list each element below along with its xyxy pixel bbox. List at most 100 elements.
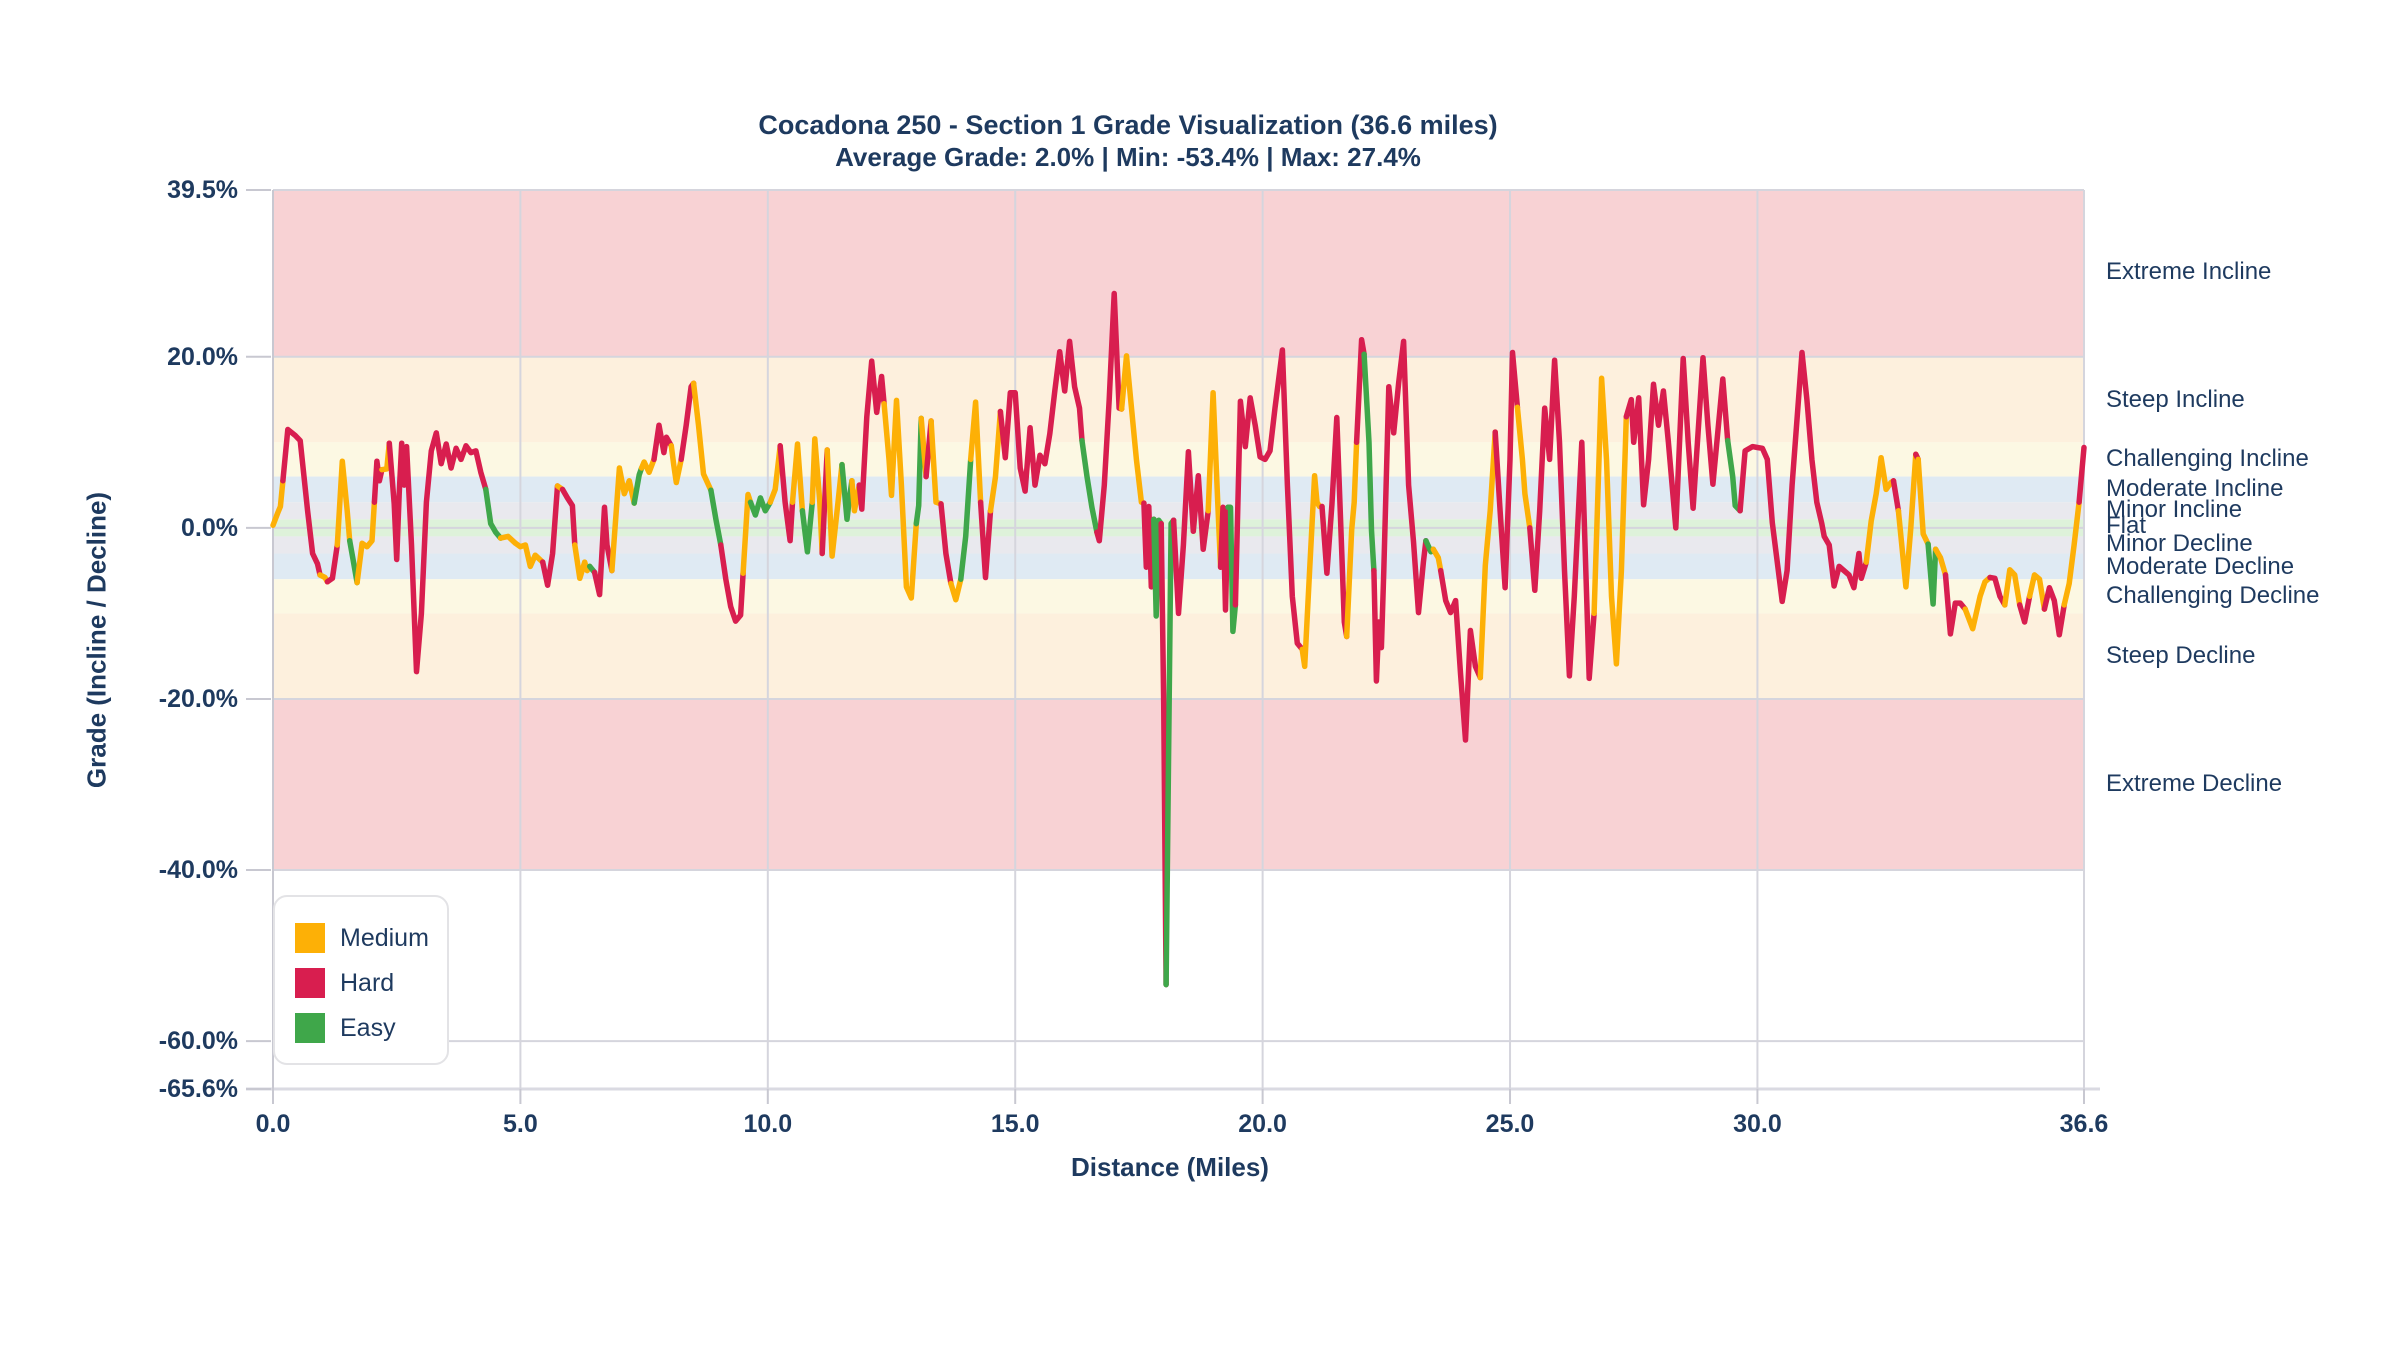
grade-line-hard [1623,354,1731,531]
y-tick-label: 20.0% [167,342,238,371]
grade-line-hard [2016,593,2033,625]
legend-swatch-hard [295,968,325,998]
y-tick-label: -65.6% [158,1075,238,1103]
grade-line-hard [1170,448,1211,617]
grade-line-hard [1371,338,1429,684]
grade-line-hard [1987,574,2008,608]
grade-line-medium [789,441,806,514]
grade-line-medium [824,447,845,559]
chart-subtitle: Average Grade: 2.0% | Min: -53.4% | Max:… [835,142,1421,172]
grade-line-medium [2061,499,2082,608]
band-extreme-decline [273,698,2084,871]
grade-line-easy [958,456,974,582]
band-label-extreme-decline: Extreme Decline [2106,770,2283,798]
legend-item-easy[interactable]: Easy [295,1013,447,1043]
grade-line-medium [1514,404,1533,531]
band-label-moderate-decline: Moderate Decline [2106,553,2295,581]
grade-line-easy [1361,351,1377,574]
legend-item-hard[interactable]: Hard [295,968,447,998]
x-tick-label: 0.0 [255,1110,291,1138]
y-tick-label: 39.5% [167,176,238,204]
band-minor-incline [273,502,2084,520]
band-label-challenging-decline: Challenging Decline [2106,582,2320,610]
legend-item-medium[interactable]: Medium [295,923,447,953]
grade-line-easy [708,487,724,548]
legend-swatch-medium [295,923,325,953]
x-tick-label: 20.0 [1238,1110,1287,1138]
grade-line-medium [1915,456,1931,547]
grade-line-medium [609,465,637,574]
grade-line-medium [334,458,353,548]
y-tick-label: -60.0% [158,1027,238,1056]
grade-line-easy [799,499,816,555]
grade-line-hard [1141,500,1157,590]
band-label-flat: Flat [2106,512,2147,540]
grade-line-hard [977,499,994,581]
x-tick-label: 36.6 [2059,1110,2109,1138]
grade-line-medium [572,542,593,582]
legend: Medium Hard Easy [273,895,449,1065]
grade-line-hard [1890,478,1902,514]
band-moderate-incline [273,476,2084,503]
grade-line-hard [371,458,385,505]
grade-line-hard [938,501,954,587]
grade-line-hard [1353,336,1367,446]
grade-line-medium [987,408,1004,514]
x-tick-label: 15.0 [990,1110,1040,1138]
grade-line-hard [386,430,489,675]
grade-line-hard [2076,444,2087,505]
y-tick-label: -20.0% [158,684,238,713]
grade-line-hard [718,542,746,624]
grade-line-medium [638,456,657,476]
grade-line-medium [690,380,714,493]
band-label-extreme-incline: Extreme Incline [2106,258,2272,286]
legend-swatch-easy [295,1013,325,1043]
grade-line-medium [948,576,964,603]
grade-line-medium [354,499,378,586]
grade-line-medium [881,397,920,601]
band-label-steep-incline: Steep Incline [2106,385,2245,413]
grade-line-hard [591,504,615,598]
grade-line-hard [1319,414,1350,640]
band-label-minor-decline: Minor Decline [2106,530,2253,558]
grade-line-medium [1932,546,1949,578]
legend-label: Hard [340,968,395,997]
band-steep-decline [273,613,2084,699]
grade-line-medium [497,533,546,570]
grade-line-medium [2026,572,2048,612]
y-tick-label: -40.0% [158,856,238,885]
x-tick-label: 10.0 [743,1110,793,1138]
grade-line-easy [483,486,504,541]
grade-line-medium [1591,375,1630,667]
band-label-steep-decline: Steep Decline [2106,642,2256,670]
chart-title: Cocadona 250 - Section 1 Grade Visualiza… [758,110,1498,140]
band-steep-incline [273,356,2084,443]
band-extreme-incline [273,190,2084,357]
grade-line-hard [856,358,887,512]
grade-line-hard [1492,349,1521,591]
x-tick-label: 5.0 [503,1110,538,1138]
grade-line-easy [913,415,924,527]
grade-line-medium [2002,567,2023,608]
grade-line-easy [1225,504,1239,635]
grade-line-easy [1079,437,1100,535]
legend-label: Medium [340,923,429,952]
grade-line-hard [777,443,796,544]
band-label-moderate-incline: Moderate Incline [2106,474,2284,502]
grade-line-hard [1437,567,1484,743]
grade-line-medium [967,399,984,505]
grade-line-hard [1737,349,1870,605]
grade-line-medium [1895,451,1919,590]
legend-label: Easy [340,1013,396,1042]
x-axis-title: Distance (Miles) [1071,1152,1269,1182]
band-label-minor-incline: Minor Incline [2106,495,2243,523]
grade-line-hard [1217,504,1231,613]
x-tick-label: 30.0 [1733,1110,1782,1138]
grade-line-medium [767,443,783,505]
grade-line-hard [651,422,675,463]
grade-line-hard [1527,357,1597,682]
grade-line-hard [1232,347,1305,653]
grade-line-hard [559,486,578,548]
grade-line-easy [1925,541,1939,607]
